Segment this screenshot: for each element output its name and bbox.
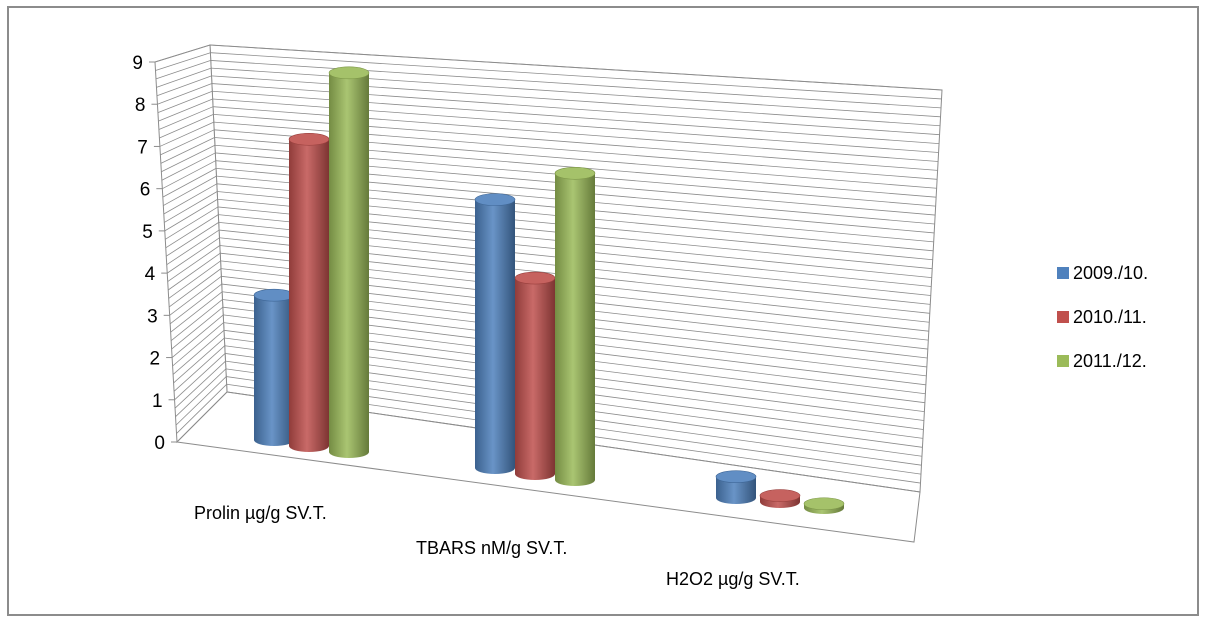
gridline-side — [173, 345, 226, 392]
gridline-side — [170, 291, 223, 333]
gridline-side — [169, 276, 222, 316]
category-label: Prolin µg/g SV.T. — [194, 503, 327, 523]
legend-swatch — [1057, 267, 1069, 279]
y-tick-label: 4 — [145, 264, 156, 285]
gridline-side — [156, 75, 212, 97]
y-tick-label: 1 — [152, 391, 163, 412]
gridline-side — [161, 144, 216, 173]
legend-entry: 2010./11. — [1073, 307, 1147, 327]
gridline-side — [159, 114, 214, 139]
bar — [554, 166, 596, 486]
y-tick-label: 0 — [154, 433, 165, 454]
gridline-side — [172, 330, 225, 375]
bar-top — [514, 271, 556, 285]
legend-entry: 2011./12. — [1073, 351, 1147, 371]
gridline-side — [174, 353, 226, 401]
gridline-side — [171, 314, 224, 358]
gridline-side — [175, 368, 227, 417]
gridline-side — [172, 322, 224, 367]
gridline-side — [157, 83, 213, 105]
gridline-side — [163, 175, 217, 206]
gridline-side — [158, 106, 214, 130]
gridline-side — [168, 268, 222, 308]
gridline — [209, 44, 943, 91]
bar — [514, 271, 556, 480]
bar-body — [515, 278, 555, 480]
gridline — [210, 60, 942, 109]
gridline-side — [164, 191, 218, 223]
legend-entry: 2009./10. — [1073, 263, 1148, 283]
gridline-side — [166, 229, 220, 266]
bar — [474, 193, 516, 474]
gridline-side — [155, 60, 211, 80]
gridline-side — [174, 360, 226, 409]
y-tick-label: 8 — [135, 95, 146, 116]
bar-top — [328, 66, 370, 80]
legend: 2009./10. 2010./11. 2011./12. — [1057, 263, 1148, 371]
gridline-side — [162, 160, 216, 190]
gridline-side — [168, 260, 221, 299]
bar-top — [759, 489, 801, 502]
gridline-side — [163, 183, 217, 215]
gridline-side — [171, 306, 224, 350]
gridline-side — [165, 214, 219, 249]
bar-top — [288, 132, 330, 146]
bar-body — [289, 139, 329, 452]
y-tick-label: 5 — [142, 222, 153, 243]
category-label: H2O2 µg/g SV.T. — [666, 569, 800, 589]
gridline-side — [160, 137, 215, 164]
y-tick-label: 7 — [137, 137, 148, 158]
bar — [803, 497, 845, 514]
gridline-side — [157, 90, 213, 114]
bar — [288, 132, 330, 452]
bar — [759, 489, 801, 508]
gridline-side — [159, 121, 214, 147]
gridline-side — [166, 237, 220, 274]
gridline — [210, 52, 942, 100]
gridline-side — [169, 283, 222, 325]
y-tick-label: 9 — [132, 53, 143, 74]
gridline-side — [167, 252, 221, 291]
gridline-side — [176, 384, 227, 434]
gridline-side — [170, 299, 223, 341]
bar-top — [554, 166, 596, 180]
gridline-side — [173, 337, 225, 384]
x-axis-labels: Prolin µg/g SV.T. TBARS nM/g SV.T. H2O2 µg… — [194, 503, 800, 589]
bars — [253, 66, 845, 514]
gridline-side — [166, 222, 219, 257]
gridline-side — [156, 67, 212, 88]
gridline-side — [155, 52, 211, 71]
bar-top — [803, 497, 845, 511]
bar-top — [715, 470, 757, 484]
gridline-side — [161, 152, 216, 181]
gridline-side — [158, 98, 213, 122]
y-tick-label: 6 — [140, 180, 151, 201]
bar-body — [475, 199, 515, 474]
y-tick-label: 2 — [150, 349, 161, 370]
gridline-side — [162, 168, 217, 198]
legend-swatch — [1057, 355, 1069, 367]
chart-frame: 0 1 2 3 4 5 6 7 8 9 Prolin µg/g SV.T. TBARS nM/g S… — [7, 6, 1199, 616]
gridline-side — [165, 206, 219, 240]
legend-swatch — [1057, 311, 1069, 323]
gridline-side — [176, 391, 228, 443]
bar-top — [253, 288, 295, 302]
bar — [715, 470, 757, 504]
y-tick-label: 3 — [147, 306, 158, 327]
gridline-side — [164, 198, 218, 232]
bar-body — [254, 295, 294, 446]
gridline-side — [175, 376, 227, 426]
bar — [253, 288, 295, 446]
category-label: TBARS nM/g SV.T. — [416, 538, 567, 558]
bar-body — [329, 72, 369, 459]
gridline-side — [154, 44, 211, 63]
bar-top — [474, 193, 516, 206]
bar — [328, 66, 370, 459]
y-axis-ticks: 0 1 2 3 4 5 6 7 8 9 — [132, 53, 177, 454]
gridline-side — [160, 129, 215, 156]
bar-body — [555, 173, 595, 486]
bar-body — [716, 476, 756, 504]
chart-plot: 0 1 2 3 4 5 6 7 8 9 Prolin µg/g SV.T. TBARS nM/g S… — [132, 44, 1148, 589]
gridline-side — [167, 245, 221, 282]
